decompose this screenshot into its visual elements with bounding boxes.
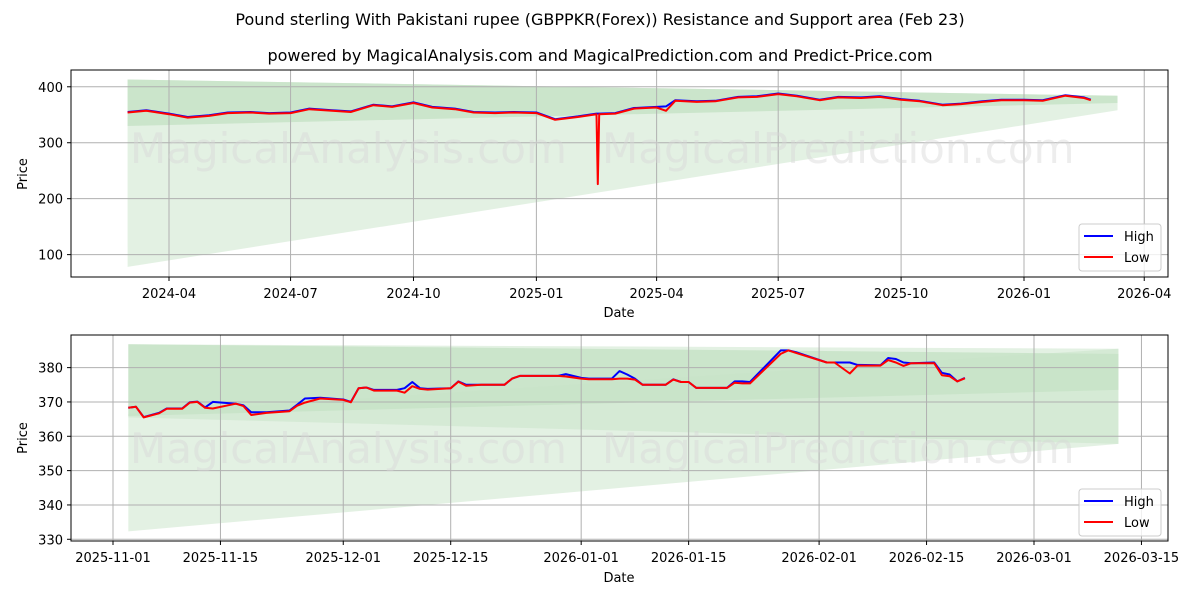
- x-tick-label: 2025-12-01: [305, 551, 381, 566]
- x-tick-label: 2026-04: [1117, 287, 1171, 302]
- x-tick-label: 2026-03-15: [1104, 551, 1180, 566]
- y-tick-label: 350: [38, 465, 63, 480]
- low-line: [127, 93, 1092, 186]
- top-price-chart: MagicalAnalysis.com MagicalPrediction.co…: [16, 69, 1171, 321]
- x-tick-label: 2025-04: [629, 287, 683, 302]
- x-tick-label: 2025-12-15: [413, 551, 489, 566]
- bottom-price-chart: MagicalAnalysis.com MagicalPrediction.co…: [16, 334, 1179, 586]
- top-axes-frame: [70, 69, 1169, 278]
- y-tick-label: 300: [38, 137, 63, 152]
- bottom-axes-frame: [70, 334, 1169, 542]
- watermark-prediction-bottom: MagicalPrediction.com: [602, 424, 1075, 473]
- x-tick-label: 2024-07: [263, 287, 317, 302]
- x-tick-label: 2025-01: [509, 287, 563, 302]
- y-tick-label: 200: [38, 193, 63, 208]
- bottom-legend: High Low: [1078, 488, 1162, 537]
- legend-high-label: High: [1124, 230, 1154, 245]
- low-line: [128, 349, 966, 419]
- chart-subtitle: powered by MagicalAnalysis.com and Magic…: [267, 46, 933, 65]
- y-tick-label: 400: [38, 81, 63, 96]
- chart-title: Pound sterling With Pakistani rupee (GBP…: [235, 10, 965, 29]
- x-tick-label: 2026-02-01: [781, 551, 857, 566]
- top-resistance-support-bands: [127, 79, 1118, 267]
- x-tick-label: 2026-02-15: [889, 551, 965, 566]
- bottom-x-axis-label: Date: [603, 571, 634, 586]
- y-tick-label: 380: [38, 362, 63, 377]
- y-tick-label: 100: [38, 249, 63, 264]
- watermark-prediction: MagicalPrediction.com: [602, 124, 1075, 173]
- x-tick-label: 2026-01: [997, 287, 1051, 302]
- y-tick-label: 360: [38, 430, 63, 445]
- x-tick-label: 2024-04: [142, 287, 196, 302]
- support-band: [127, 79, 1118, 267]
- x-tick-label: 2025-11-15: [183, 551, 259, 566]
- mid-band: [128, 348, 1119, 444]
- x-tick-label: 2024-10: [386, 287, 440, 302]
- x-tick-label: 2025-10: [874, 287, 928, 302]
- bottom-y-axis-label: Price: [16, 422, 31, 454]
- y-tick-label: 340: [38, 499, 63, 514]
- watermark-analysis: MagicalAnalysis.com: [130, 124, 567, 173]
- x-tick-label: 2025-11-01: [75, 551, 151, 566]
- watermark-analysis-bottom: MagicalAnalysis.com: [130, 424, 567, 473]
- y-tick-label: 370: [38, 396, 63, 411]
- bottom-high-low-lines: [128, 349, 966, 419]
- legend-high-label-bottom: High: [1124, 495, 1154, 510]
- bottom-gridlines: [71, 335, 1168, 541]
- top-high-low-lines: [127, 92, 1092, 186]
- x-tick-label: 2026-01-15: [651, 551, 727, 566]
- legend-low-label-bottom: Low: [1124, 516, 1150, 531]
- bottom-axis-ticks: 2025-11-01 2025-11-15 2025-12-01 2025-12-15…: [38, 362, 1179, 566]
- top-axis-ticks: 2024-04 2024-07 2024-10 2025-01 2025-04 2025-…: [38, 81, 1171, 302]
- top-y-axis-label: Price: [16, 158, 31, 190]
- top-x-axis-label: Date: [603, 306, 634, 321]
- y-tick-label: 330: [38, 533, 63, 548]
- x-tick-label: 2026-03-01: [996, 551, 1072, 566]
- x-tick-label: 2025-07: [751, 287, 805, 302]
- legend-low-label: Low: [1124, 251, 1150, 266]
- top-legend: High Low: [1078, 223, 1162, 272]
- x-tick-label: 2026-01-01: [543, 551, 619, 566]
